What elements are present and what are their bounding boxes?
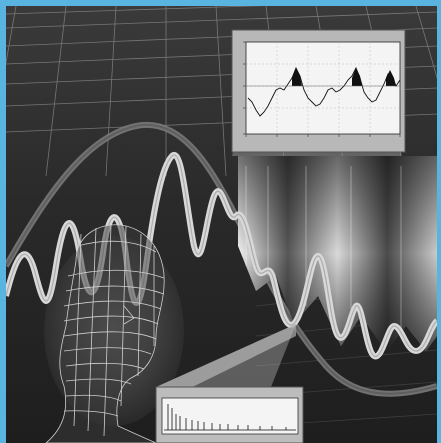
inset-spectrum bbox=[155, 324, 304, 443]
spectrogram bbox=[238, 156, 437, 351]
illustration-svg bbox=[6, 6, 437, 443]
wireframe-head bbox=[44, 224, 184, 443]
inset-plot bbox=[231, 29, 406, 156]
illustration bbox=[6, 6, 437, 443]
